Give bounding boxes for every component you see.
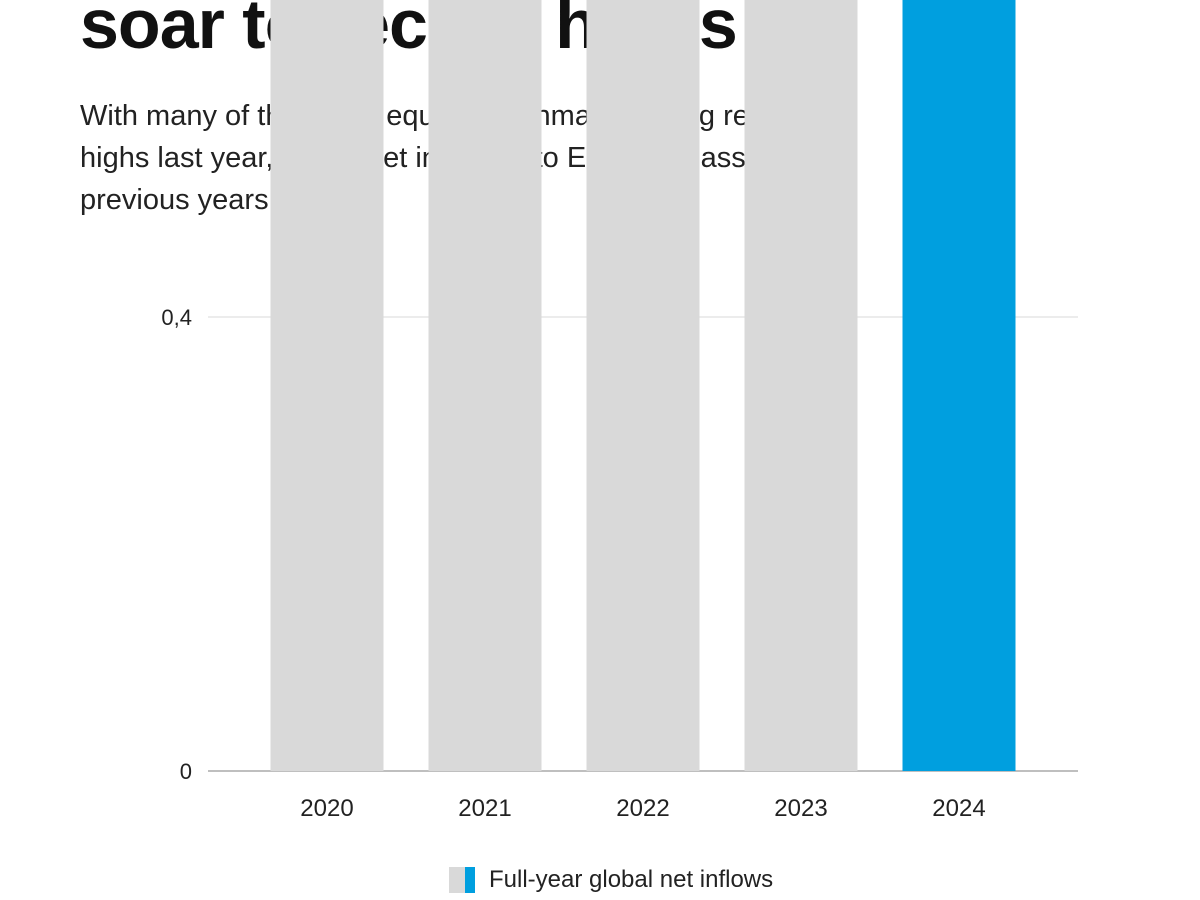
x-tick-label-2024: 2024	[932, 795, 985, 822]
x-axis-labels: 2020 2021 2022 2023 2024	[300, 795, 985, 822]
legend-swatch	[449, 867, 475, 893]
y-tick-label-0: 0	[180, 759, 192, 784]
bar-2023	[744, 0, 858, 771]
bar-2020	[270, 0, 384, 771]
y-tick-label-0-4: 0,4	[161, 305, 192, 330]
x-tick-label-2023: 2023	[774, 795, 827, 822]
x-tick-label-2022: 2022	[616, 795, 669, 822]
bars	[270, 0, 1016, 771]
bar-2022	[586, 0, 700, 771]
legend-label: Full-year global net inflows	[489, 866, 774, 893]
legend-swatch-blue	[465, 867, 475, 893]
x-tick-label-2021: 2021	[458, 795, 511, 822]
legend: Full-year global net inflows	[449, 864, 773, 896]
bar-2021	[428, 0, 542, 771]
legend-swatch-grey	[449, 867, 465, 893]
y-axis-ticks: 00,40,81,0$1,4T	[161, 305, 192, 784]
x-tick-label-2020: 2020	[300, 795, 353, 822]
bar-2024	[902, 0, 1016, 771]
